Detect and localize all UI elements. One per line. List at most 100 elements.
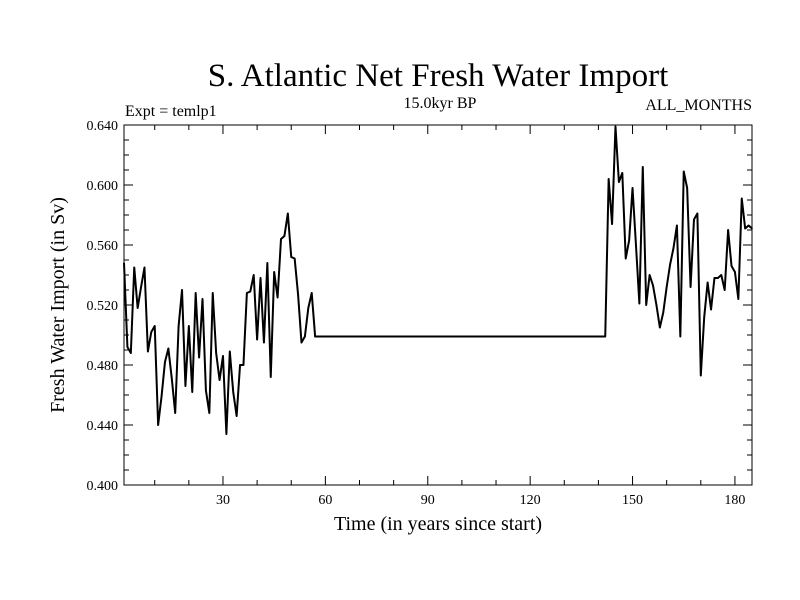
data-point bbox=[249, 290, 252, 293]
data-point bbox=[218, 379, 221, 381]
data-point bbox=[136, 307, 139, 309]
data-point bbox=[150, 331, 153, 333]
data-point bbox=[720, 274, 723, 276]
data-point bbox=[321, 335, 323, 338]
data-point bbox=[676, 224, 678, 227]
data-point bbox=[740, 197, 743, 200]
data-point bbox=[696, 212, 699, 215]
data-point bbox=[266, 262, 269, 264]
data-point bbox=[689, 286, 692, 288]
data-point bbox=[635, 244, 637, 246]
data-point bbox=[304, 335, 306, 338]
x-tick-label: 120 bbox=[520, 493, 541, 508]
y-tick-label: 0.600 bbox=[87, 179, 119, 194]
data-point bbox=[229, 350, 231, 353]
data-point bbox=[126, 346, 129, 348]
data-point bbox=[293, 257, 296, 260]
data-point bbox=[638, 302, 641, 305]
data-point bbox=[167, 347, 170, 350]
x-tick-label: 60 bbox=[318, 493, 332, 508]
data-point bbox=[669, 263, 671, 266]
data-point bbox=[710, 308, 712, 311]
y-tick-label: 0.480 bbox=[87, 359, 119, 374]
data-point bbox=[246, 292, 248, 294]
data-point bbox=[730, 265, 733, 267]
data-point bbox=[276, 296, 279, 299]
data-point bbox=[164, 361, 166, 363]
data-point bbox=[239, 364, 241, 366]
data-point bbox=[297, 293, 299, 296]
data-point bbox=[287, 212, 289, 215]
data-point bbox=[727, 229, 729, 231]
data-point bbox=[682, 170, 685, 173]
data-point bbox=[665, 286, 668, 288]
data-point bbox=[659, 326, 661, 329]
data-point bbox=[686, 187, 688, 189]
data-point bbox=[259, 277, 262, 279]
x-tick-label: 30 bbox=[216, 493, 230, 508]
data-point bbox=[648, 274, 651, 276]
data-point bbox=[747, 224, 750, 227]
plot-layer bbox=[123, 125, 753, 435]
data-point bbox=[184, 385, 187, 387]
data-point bbox=[744, 227, 746, 230]
data-point bbox=[607, 178, 610, 180]
data-point bbox=[631, 187, 634, 189]
subtitle-right: ALL_MONTHS bbox=[645, 97, 752, 114]
data-point bbox=[703, 316, 706, 318]
y-axis-label: Fresh Water Import (in Sv) bbox=[47, 197, 69, 413]
data-point bbox=[700, 374, 702, 377]
data-point bbox=[198, 356, 200, 359]
data-point bbox=[604, 335, 607, 338]
data-point bbox=[611, 223, 613, 225]
data-point bbox=[181, 289, 183, 291]
chart-title: S. Atlantic Net Fresh Water Import bbox=[208, 58, 669, 94]
x-tick-label: 90 bbox=[421, 493, 435, 508]
data-point bbox=[208, 412, 211, 414]
y-tick-label: 0.520 bbox=[87, 299, 119, 314]
data-point bbox=[723, 289, 726, 291]
data-point bbox=[652, 284, 654, 287]
data-point bbox=[133, 266, 136, 269]
data-point bbox=[147, 350, 149, 353]
data-point bbox=[157, 424, 159, 426]
plot-frame bbox=[123, 124, 753, 486]
data-point bbox=[641, 166, 644, 168]
data-point bbox=[621, 172, 624, 174]
data-point bbox=[242, 364, 245, 366]
data-point bbox=[153, 325, 156, 327]
data-point bbox=[317, 335, 320, 338]
data-point bbox=[174, 412, 176, 414]
data-point bbox=[252, 274, 255, 276]
x-tick-label: 150 bbox=[622, 493, 643, 508]
series-line bbox=[123, 125, 753, 435]
data-point bbox=[263, 341, 265, 344]
y-tick-label: 0.560 bbox=[87, 239, 119, 254]
data-point bbox=[628, 239, 630, 242]
subtitle-center: 15.0kyr BP bbox=[404, 95, 477, 112]
data-point bbox=[672, 247, 675, 249]
data-point bbox=[645, 304, 647, 306]
data-point bbox=[290, 256, 293, 258]
data-point bbox=[232, 391, 235, 393]
data-point bbox=[693, 218, 695, 221]
data-point bbox=[618, 181, 620, 183]
data-point bbox=[283, 235, 286, 237]
data-point bbox=[215, 352, 217, 354]
data-point bbox=[211, 292, 214, 294]
data-point bbox=[188, 325, 190, 327]
data-point bbox=[314, 335, 316, 338]
data-point bbox=[194, 292, 197, 294]
data-point bbox=[307, 307, 310, 309]
data-point bbox=[170, 377, 173, 380]
data-point bbox=[273, 271, 275, 273]
data-point bbox=[624, 257, 627, 260]
data-point bbox=[256, 338, 258, 341]
data-point bbox=[280, 238, 282, 240]
data-point bbox=[269, 376, 272, 378]
x-axis-label: Time (in years since start) bbox=[334, 513, 542, 535]
data-point bbox=[130, 352, 132, 354]
data-point bbox=[679, 335, 682, 338]
data-point bbox=[734, 271, 736, 273]
